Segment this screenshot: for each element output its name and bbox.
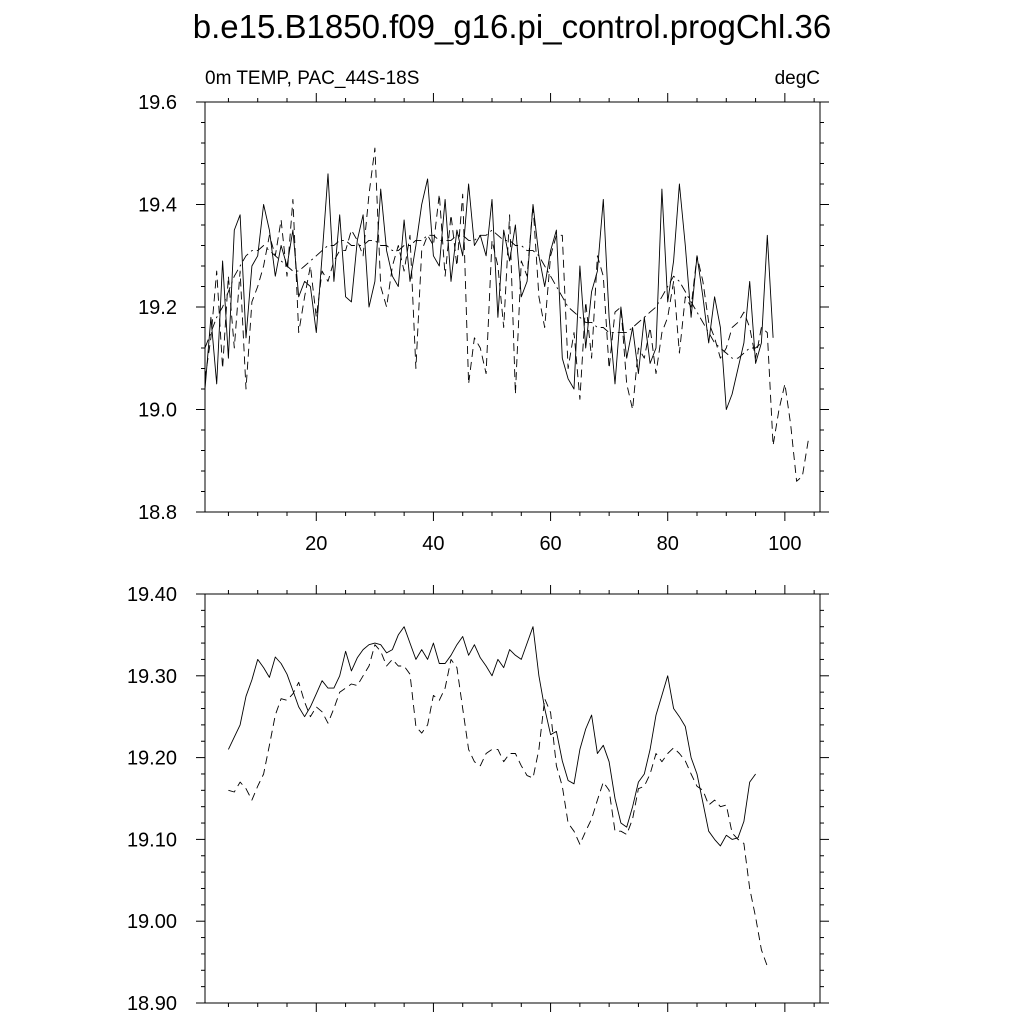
x-tick-label: 20: [305, 533, 327, 555]
series-line-dashed: [204, 147, 809, 482]
y-tick-label: 19.6: [138, 92, 177, 114]
figure-title: b.e15.B1850.f09_g16.pi_control.progChl.3…: [193, 8, 832, 45]
series-line-solid: [204, 173, 774, 410]
series-line-dashed: [228, 644, 768, 967]
panel-bottom: 18.90 19.00 19.10 19.20 19.30 19.40: [127, 584, 829, 1015]
y-tick-label: 18.8: [138, 502, 177, 524]
x-tick-label: 60: [539, 533, 561, 555]
series-line-solid: [227, 626, 756, 847]
y-tick-label: 19.10: [127, 829, 177, 851]
x-tick-label: 100: [768, 533, 801, 555]
panel1-left-label: 0m TEMP, PAC_44S-18S: [205, 68, 419, 89]
y-tick-label: 19.20: [127, 748, 177, 770]
y-tick-label: 18.90: [127, 993, 177, 1015]
y-tick-label: 19.00: [127, 911, 177, 933]
series-line-dashdot: [204, 229, 762, 359]
panel-top: 20 40 60 80 100 18.8 19.0 19.2 19.4 19.6: [138, 92, 829, 555]
y-tick-label: 19.30: [127, 666, 177, 688]
y-tick-label: 19.4: [138, 195, 177, 217]
plot-frame-bottom: [204, 593, 821, 1004]
panel1-units-label: degC: [775, 68, 820, 89]
y-tick-label: 19.0: [138, 400, 177, 422]
y-tick-label: 19.2: [138, 297, 177, 319]
x-tick-label: 40: [422, 533, 444, 555]
x-tick-label: 80: [657, 533, 679, 555]
y-tick-label: 19.40: [127, 584, 177, 606]
